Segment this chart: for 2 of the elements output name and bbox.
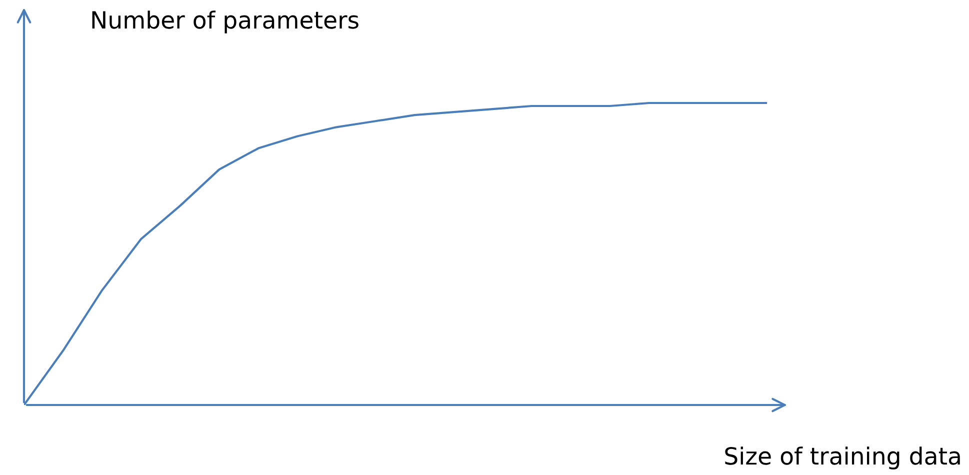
x-axis-title: Size of training data — [725, 446, 960, 470]
y-axis-title: Number of parameters — [92, 10, 358, 34]
